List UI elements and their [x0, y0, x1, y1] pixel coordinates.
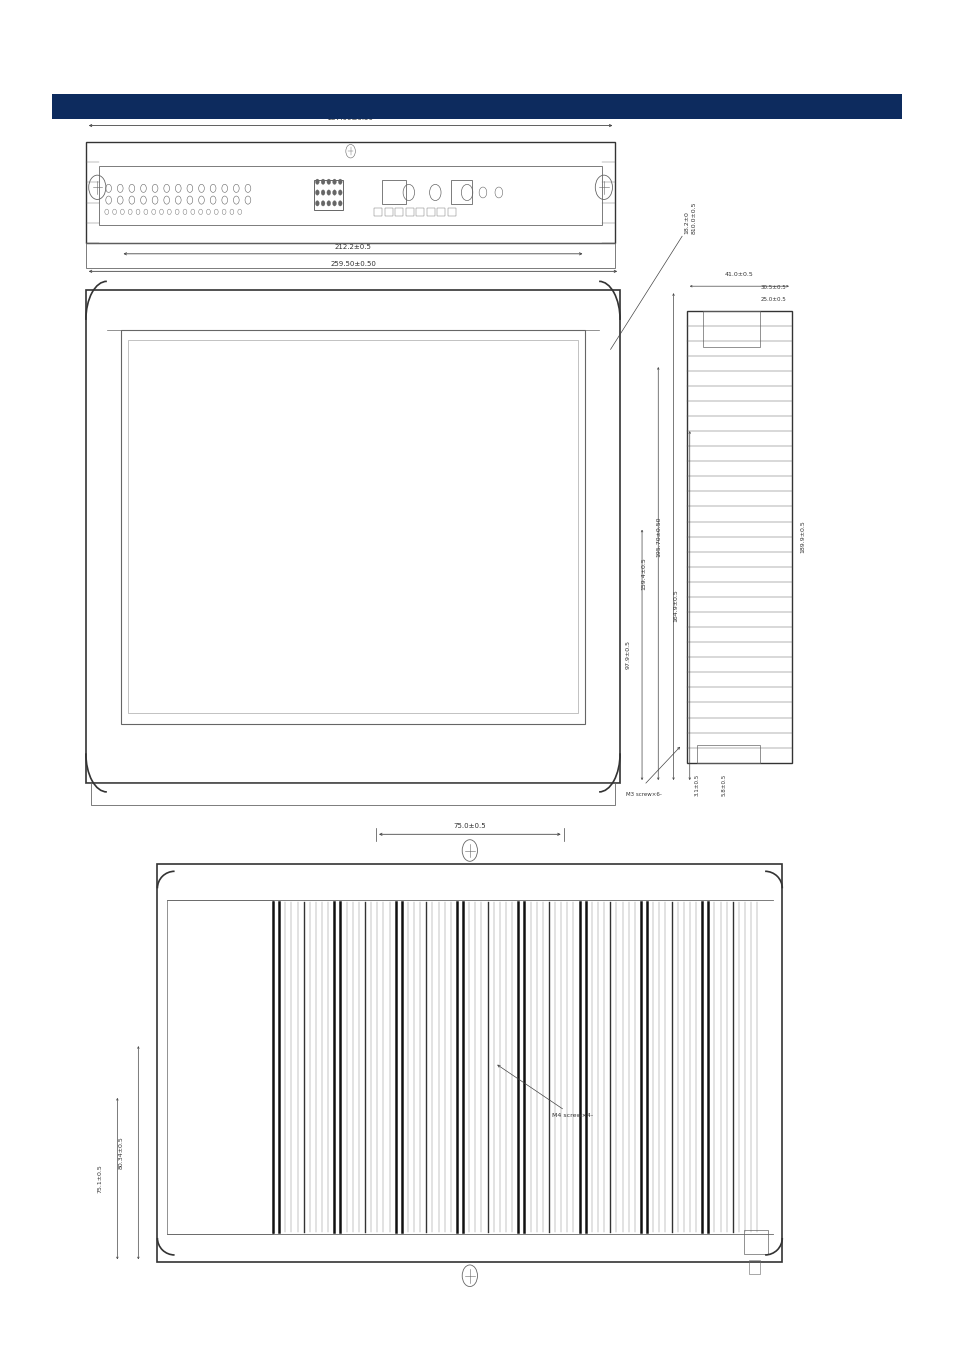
Text: 195.70±0.50: 195.70±0.50 [656, 517, 661, 558]
Text: 18.2±0: 18.2±0 [683, 211, 688, 234]
Bar [436, 208, 444, 216]
Circle shape [321, 201, 325, 207]
Bar [167, 900, 273, 1234]
Bar [395, 208, 402, 216]
Circle shape [327, 201, 331, 207]
Circle shape [321, 190, 325, 196]
Text: 259.50±0.50: 259.50±0.50 [330, 262, 375, 267]
Text: M4 screw×4-: M4 screw×4- [497, 1065, 593, 1118]
Text: 3.1±0.5: 3.1±0.5 [694, 774, 700, 795]
Bar [382, 180, 406, 204]
Bar [701, 310, 760, 347]
Circle shape [338, 180, 342, 185]
Text: 75.0±0.5: 75.0±0.5 [453, 824, 486, 829]
Bar [52, 95, 901, 119]
Text: 189.9±0.5: 189.9±0.5 [800, 520, 805, 554]
Circle shape [338, 190, 342, 196]
Text: 41.0±0.5: 41.0±0.5 [724, 271, 753, 277]
Text: 164.9±0.5: 164.9±0.5 [672, 589, 678, 622]
Bar [384, 208, 392, 216]
Bar [128, 340, 578, 713]
Text: 30.5±0.5: 30.5±0.5 [760, 285, 785, 290]
Bar [416, 208, 423, 216]
Bar [86, 290, 619, 783]
Bar [748, 1261, 760, 1274]
Bar [447, 208, 455, 216]
Text: 159.4±0.5: 159.4±0.5 [640, 558, 646, 590]
Bar [86, 243, 615, 269]
Circle shape [338, 201, 342, 207]
Bar [99, 166, 601, 225]
Text: 5.8±0.5: 5.8±0.5 [720, 774, 725, 795]
Circle shape [333, 201, 336, 207]
Text: M3 screw×6-: M3 screw×6- [625, 792, 661, 796]
Text: 257.00±0.50: 257.00±0.50 [327, 116, 374, 122]
Text: 75.1±0.5: 75.1±0.5 [97, 1164, 103, 1193]
Bar [86, 142, 615, 243]
Bar [743, 1230, 767, 1254]
Circle shape [327, 190, 331, 196]
Circle shape [315, 190, 319, 196]
Circle shape [321, 180, 325, 185]
Circle shape [315, 180, 319, 185]
Circle shape [333, 180, 336, 185]
Bar [405, 208, 413, 216]
Text: 97.9±0.5: 97.9±0.5 [624, 640, 630, 670]
Bar [314, 180, 342, 211]
Bar [426, 208, 434, 216]
Circle shape [333, 190, 336, 196]
Bar [686, 310, 791, 763]
Bar [451, 180, 472, 204]
Bar [120, 329, 585, 724]
Bar [157, 864, 781, 1262]
Text: 25.0±0.5: 25.0±0.5 [760, 297, 785, 302]
Bar [91, 783, 615, 805]
Bar [374, 208, 381, 216]
Circle shape [327, 180, 331, 185]
Circle shape [315, 201, 319, 207]
Text: 810.0±0.5: 810.0±0.5 [691, 201, 696, 234]
Text: 80.34±0.5: 80.34±0.5 [118, 1137, 124, 1169]
Bar [697, 745, 760, 763]
Text: 212.2±0.5: 212.2±0.5 [335, 244, 371, 250]
